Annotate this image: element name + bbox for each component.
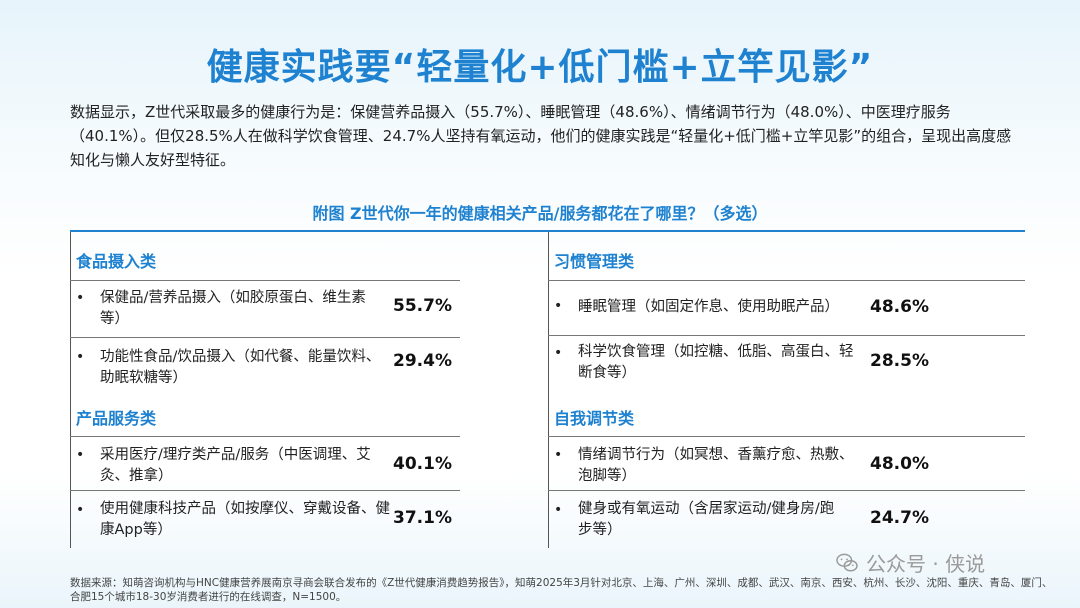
- row-separator: [70, 337, 460, 338]
- bullet: •: [554, 447, 563, 463]
- row-separator: [70, 490, 460, 491]
- page-title: 健康实践要“轻量化+低门槛+立竿见影”: [206, 47, 874, 88]
- watermark: 公众号 · 侠说: [836, 548, 985, 577]
- list-item-medical-therapy: 采用医疗/理疗类产品/服务（中医调理、艾灸、推拿）: [100, 447, 371, 484]
- bullet: •: [76, 349, 85, 365]
- table-top-rule: [70, 230, 1025, 232]
- pct-sleep: 48.6%: [870, 297, 929, 317]
- list-item-sleep: 睡眠管理（如固定作息、使用助眠产品）: [578, 299, 839, 315]
- pct-supplements: 55.7%: [393, 296, 452, 316]
- wechat-icon: [836, 553, 858, 571]
- bullet: •: [76, 290, 85, 306]
- list-item-functional-food: 功能性食品/饮品摄入（如代餐、能量饮料、助眠软糖等）: [100, 349, 381, 386]
- list-item-supplements: 保健品/营养品摄入（如胶原蛋白、维生素等）: [100, 290, 366, 327]
- data-source-note: 数据来源：知萌咨询机构与HNC健康营养展南京寻商会联合发布的《Z世代健康消费趋势…: [70, 577, 1053, 603]
- left-column-rule: [70, 232, 71, 548]
- pct-emotion: 48.0%: [870, 454, 929, 474]
- row-separator: [548, 436, 1025, 437]
- list-item-emotion: 情绪调节行为（如冥想、香薰疗愈、热敷、泡脚等）: [578, 447, 854, 484]
- bullet: •: [76, 447, 85, 463]
- bullet: •: [554, 345, 563, 361]
- bullet: •: [554, 502, 563, 518]
- row-separator: [548, 335, 1025, 336]
- category-self-regulation: 自我调节类: [554, 409, 635, 428]
- category-habit-management: 习惯管理类: [554, 252, 635, 271]
- intro-paragraph: 数据显示，Z世代采取最多的健康行为是：保健营养品摄入（55.7%）、睡眠管理（4…: [70, 103, 1012, 169]
- figure-title: 附图 Z世代你一年的健康相关产品/服务都花在了哪里？（多选）: [312, 204, 768, 223]
- row-separator: [70, 280, 460, 281]
- bullet: •: [76, 502, 85, 518]
- category-food-intake: 食品摄入类: [76, 252, 157, 271]
- right-column-rule: [548, 232, 549, 548]
- list-item-diet: 科学饮食管理（如控糖、低脂、高蛋白、轻断食等）: [578, 344, 854, 381]
- category-product-service: 产品服务类: [76, 409, 157, 428]
- pct-medical-therapy: 40.1%: [393, 454, 452, 474]
- row-separator: [70, 436, 460, 437]
- list-item-exercise: 健身或有氧运动（含居家运动/健身房/跑步等）: [578, 501, 835, 538]
- pct-exercise: 24.7%: [870, 508, 929, 528]
- bullet: •: [554, 298, 563, 314]
- pct-diet: 28.5%: [870, 351, 929, 371]
- pct-functional-food: 29.4%: [393, 351, 452, 371]
- row-separator: [548, 490, 1025, 491]
- row-separator: [548, 280, 1025, 281]
- pct-health-tech: 37.1%: [393, 508, 452, 528]
- watermark-text: 公众号 · 侠说: [866, 552, 986, 576]
- list-item-health-tech: 使用健康科技产品（如按摩仪、穿戴设备、健康App等）: [100, 501, 390, 538]
